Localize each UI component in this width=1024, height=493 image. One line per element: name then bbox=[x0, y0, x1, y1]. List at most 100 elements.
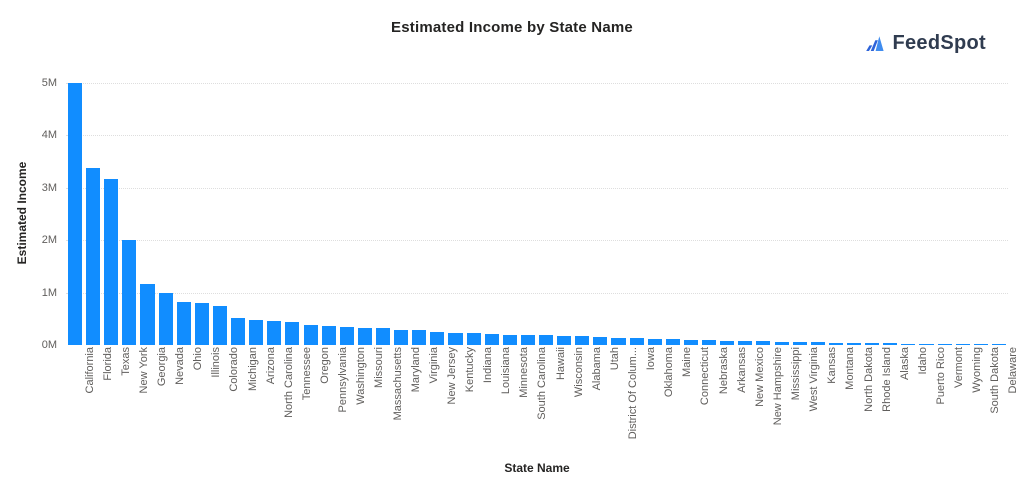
bar-arizona[interactable] bbox=[249, 319, 264, 345]
bar-illinois[interactable] bbox=[194, 302, 209, 345]
x-tick-florida: Florida bbox=[101, 347, 114, 381]
x-tick-arkansas: Arkansas bbox=[735, 347, 748, 393]
bar-massachusetts[interactable] bbox=[375, 328, 391, 345]
bar-minnesota[interactable] bbox=[502, 334, 517, 345]
x-tick-mississippi: Mississippi bbox=[790, 347, 803, 401]
bar-north-carolina[interactable] bbox=[267, 320, 282, 345]
y-tick-1M: 1M bbox=[41, 286, 57, 299]
bar-alaska[interactable] bbox=[883, 343, 898, 345]
x-tick-illinois: Illinois bbox=[210, 347, 223, 378]
plot-area bbox=[66, 83, 1008, 345]
bar-new-mexico[interactable] bbox=[738, 341, 753, 345]
bar-colorado[interactable] bbox=[212, 306, 228, 345]
x-tick-new-jersey: New Jersey bbox=[445, 347, 458, 405]
gridline-2M bbox=[66, 240, 1008, 242]
bar-michigan[interactable] bbox=[231, 317, 246, 345]
bar-south-carolina[interactable] bbox=[520, 335, 535, 345]
bar-texas[interactable] bbox=[104, 179, 119, 345]
bar-new-jersey[interactable] bbox=[430, 331, 445, 345]
x-tick-new-york: New York bbox=[137, 347, 150, 394]
bar-arkansas[interactable] bbox=[720, 340, 735, 345]
bar-maryland[interactable] bbox=[394, 329, 409, 345]
bar-kentucky[interactable] bbox=[448, 332, 463, 345]
bar-nevada[interactable] bbox=[158, 292, 173, 345]
bar-ohio[interactable] bbox=[176, 301, 191, 345]
x-tick-new-hampshire: New Hampshire bbox=[771, 347, 784, 426]
x-tick-missouri: Missouri bbox=[373, 347, 386, 388]
bar-tennessee[interactable] bbox=[285, 322, 300, 345]
bar-oregon[interactable] bbox=[303, 324, 318, 345]
x-tick-west-virginia: West Virginia bbox=[808, 347, 821, 412]
x-tick-michigan: Michigan bbox=[246, 347, 259, 392]
bar-utah[interactable] bbox=[593, 336, 608, 345]
bar-puerto-rico[interactable] bbox=[919, 343, 934, 345]
bar-nebraska[interactable] bbox=[702, 340, 717, 345]
bar-hawaii[interactable] bbox=[539, 335, 554, 345]
bar-oklahoma[interactable] bbox=[647, 338, 662, 345]
feedspot-logo-text: FeedSpot bbox=[892, 32, 986, 54]
x-tick-wisconsin: Wisconsin bbox=[572, 347, 585, 398]
bar-wyoming[interactable] bbox=[955, 343, 970, 345]
bar-indiana[interactable] bbox=[466, 333, 481, 345]
x-tick-vermont: Vermont bbox=[953, 347, 966, 388]
bar-idaho[interactable] bbox=[901, 343, 916, 345]
x-tick-tennessee: Tennessee bbox=[300, 347, 313, 401]
bar-california[interactable] bbox=[68, 83, 83, 345]
bar-wisconsin[interactable] bbox=[557, 335, 572, 345]
bar-missouri[interactable] bbox=[357, 327, 372, 345]
bar-new-york[interactable] bbox=[122, 240, 137, 345]
x-tick-kansas: Kansas bbox=[826, 347, 839, 384]
x-tick-new-mexico: New Mexico bbox=[753, 347, 766, 407]
x-tick-montana: Montana bbox=[844, 347, 857, 390]
x-tick-south-dakota: South Dakota bbox=[989, 347, 1002, 414]
bar-north-dakota[interactable] bbox=[846, 342, 862, 345]
y-tick-0M: 0M bbox=[41, 339, 57, 351]
y-axis-title: Estimated Income bbox=[15, 161, 29, 265]
x-tick-idaho: Idaho bbox=[916, 347, 929, 375]
x-tick-virginia: Virginia bbox=[427, 347, 440, 384]
x-axis-title: State Name bbox=[504, 461, 570, 475]
x-tick-oregon: Oregon bbox=[319, 347, 332, 384]
gridline-4M bbox=[66, 135, 1008, 137]
y-tick-4M: 4M bbox=[41, 129, 57, 142]
bar-pennsylvania[interactable] bbox=[321, 325, 336, 345]
x-tick-north-dakota: North Dakota bbox=[862, 347, 875, 412]
bar-west-virginia[interactable] bbox=[792, 342, 807, 345]
bar-delaware[interactable] bbox=[991, 343, 1006, 345]
bar-alabama[interactable] bbox=[575, 336, 590, 345]
x-tick-louisiana: Louisiana bbox=[500, 347, 513, 395]
bar-montana[interactable] bbox=[828, 342, 843, 345]
x-tick-delaware: Delaware bbox=[1007, 347, 1020, 394]
x-tick-nebraska: Nebraska bbox=[717, 347, 730, 395]
bar-south-dakota[interactable] bbox=[973, 343, 988, 345]
x-tick-washington: Washington bbox=[355, 347, 368, 405]
bar-florida[interactable] bbox=[86, 168, 101, 345]
bar-washington[interactable] bbox=[339, 327, 354, 345]
bar-vermont[interactable] bbox=[937, 343, 952, 345]
x-tick-nevada: Nevada bbox=[174, 347, 187, 385]
bar-louisiana[interactable] bbox=[484, 334, 499, 345]
x-tick-maine: Maine bbox=[681, 347, 694, 377]
x-tick-oklahoma: Oklahoma bbox=[663, 347, 676, 398]
bar-maine[interactable] bbox=[665, 339, 680, 345]
bar-rhode-island[interactable] bbox=[865, 343, 880, 345]
feedspot-logo: FeedSpot bbox=[865, 31, 986, 55]
x-tick-california: California bbox=[83, 347, 96, 394]
bar-mississippi[interactable] bbox=[774, 341, 789, 345]
bar-kansas[interactable] bbox=[810, 342, 825, 345]
x-tick-indiana: Indiana bbox=[482, 347, 495, 384]
gridline-5M bbox=[66, 83, 1008, 84]
x-tick-maryland: Maryland bbox=[409, 347, 422, 393]
y-tick-2M: 2M bbox=[41, 234, 57, 247]
x-tick-connecticut: Connecticut bbox=[699, 347, 712, 406]
bar-virginia[interactable] bbox=[412, 330, 427, 345]
x-tick-georgia: Georgia bbox=[156, 347, 169, 387]
gridline-3M bbox=[66, 187, 1008, 189]
bar-district-of-colum[interactable] bbox=[611, 337, 626, 345]
gridline-1M bbox=[66, 292, 1008, 294]
chart-title: Estimated Income by State Name bbox=[391, 19, 633, 36]
bar-connecticut[interactable] bbox=[683, 339, 699, 345]
bar-new-hampshire[interactable] bbox=[756, 341, 771, 345]
bar-georgia[interactable] bbox=[140, 284, 155, 345]
bar-iowa[interactable] bbox=[629, 338, 644, 345]
